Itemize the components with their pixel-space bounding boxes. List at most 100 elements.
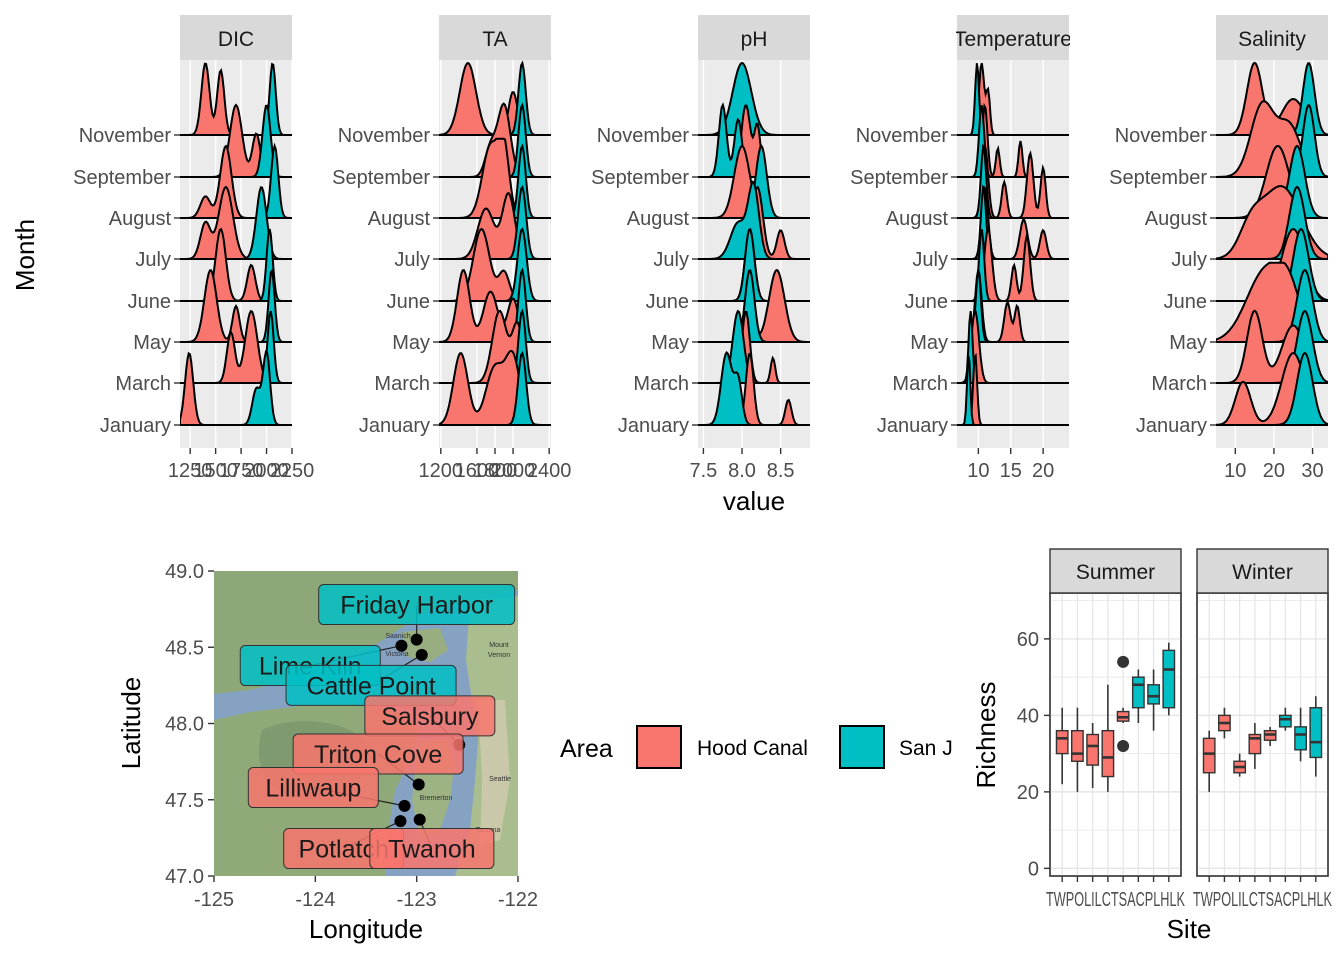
month-axis-title: Month — [10, 219, 40, 291]
site-point-triton-cove — [412, 778, 425, 791]
month-label-ta-may: May — [392, 332, 430, 354]
box-x-tick-labels-summer: TWPOLILCTSACPLHLK — [1046, 889, 1185, 911]
ridge-salinity-january-san-juan — [1216, 351, 1328, 426]
box-winter-7 — [1309, 707, 1323, 759]
month-label-salinity-june: June — [1164, 291, 1207, 313]
box-winter-5 — [1278, 714, 1292, 728]
box-outlier-summer-4-0 — [1117, 655, 1130, 668]
x-tick-label-salinity-2: 30 — [1301, 460, 1323, 482]
ridge-ph-november-san-juan — [698, 62, 810, 136]
ridge-temperature-january-san-juan — [957, 355, 1069, 426]
month-label-ph-november: November — [597, 125, 690, 147]
box-summer-1 — [1071, 729, 1084, 762]
month-label-temperature-september: September — [850, 167, 948, 189]
lon-tick-label-0: -125 — [194, 889, 234, 911]
lat-tick-label-2: 48.0 — [165, 714, 204, 736]
legend-title: Area — [560, 735, 613, 763]
month-label-ph-may: May — [651, 332, 689, 354]
month-label-salinity-march: March — [1151, 373, 1207, 395]
site-point-lilliwaup — [398, 799, 411, 812]
month-label-temperature-june: June — [905, 291, 948, 313]
lat-tick-label-0: 47.0 — [165, 866, 204, 888]
legend-label-hood-canal: Hood Canal — [697, 737, 808, 760]
ridge-temperature-november-san-juan — [957, 63, 1069, 136]
month-label-ta-march: March — [374, 373, 430, 395]
map-label-saanich: Saanich — [385, 633, 410, 640]
site-point-friday-harbor — [410, 633, 423, 646]
month-label-dic-may: May — [133, 332, 171, 354]
box-panel-winter — [1196, 592, 1329, 877]
x-tick-label-ph-0: 7.5 — [690, 460, 718, 482]
lat-tick-label-1: 47.5 — [165, 790, 204, 812]
site-label-triton-cove: Triton Cove — [314, 741, 442, 769]
month-label-temperature-august: August — [886, 208, 949, 230]
month-label-ph-june: June — [646, 291, 689, 313]
box-winter-3 — [1248, 733, 1262, 755]
month-label-salinity-september: September — [1109, 167, 1207, 189]
box-summer-7 — [1162, 649, 1176, 709]
ridge-ta-january-san-juan — [439, 350, 551, 426]
x-tick-label-ph-1: 8.0 — [728, 460, 756, 482]
month-label-ta-june: June — [387, 291, 430, 313]
lat-tick-label-3: 48.5 — [165, 637, 204, 659]
x-tick-label-salinity-1: 20 — [1263, 460, 1285, 482]
month-label-salinity-august: August — [1145, 208, 1208, 230]
site-point-lime-kiln — [395, 639, 408, 652]
strip-label-salinity: Salinity — [1238, 28, 1306, 51]
x-tick-label-ph-2: 8.5 — [767, 460, 795, 482]
month-label-ta-july: July — [394, 249, 430, 271]
x-tick-label-dic-2: 1750 — [219, 460, 264, 482]
ridge-facets: DIC January March May June July August Septembe… — [73, 15, 1328, 482]
month-label-dic-august: August — [109, 208, 172, 230]
site-map: Saanich Victoria Mount Vernon Bremerton … — [116, 561, 538, 944]
richness-tick-label-3: 60 — [1017, 629, 1039, 651]
month-label-temperature-july: July — [912, 249, 948, 271]
site-label-salsbury: Salsbury — [381, 703, 479, 731]
site-label-lilliwaup: Lilliwaup — [265, 775, 361, 803]
x-tick-label-temperature-1: 15 — [1000, 460, 1022, 482]
ridge-ph-june-san-juan — [698, 228, 810, 302]
month-label-ph-july: July — [653, 249, 689, 271]
site-point-cattle-point — [415, 648, 428, 661]
box-summer-0 — [1055, 729, 1069, 755]
site-label-box-twanoh — [369, 828, 495, 870]
box-winter-0 — [1202, 737, 1216, 774]
month-label-ph-january: January — [618, 415, 689, 437]
strip-salinity — [1216, 15, 1328, 60]
ridgeline-chart: Month value DIC January March May June July Au… — [10, 15, 1328, 516]
month-label-dic-september: September — [73, 167, 171, 189]
site-label-box-friday-harbor — [318, 584, 516, 626]
month-label-salinity-january: January — [1136, 415, 1207, 437]
box-summer-5 — [1131, 676, 1145, 709]
site-label-friday-harbor: Friday Harbor — [340, 592, 493, 620]
month-label-salinity-november: November — [1115, 125, 1208, 147]
site-point-twanoh — [413, 813, 426, 826]
month-label-dic-november: November — [79, 125, 172, 147]
legend-key-hood-canal — [636, 725, 682, 769]
ridge-dic-july-san-juan — [180, 186, 292, 260]
lon-tick-label-2: -123 — [397, 889, 437, 911]
month-label-temperature-january: January — [877, 415, 948, 437]
month-label-dic-june: June — [128, 291, 171, 313]
month-label-ta-august: August — [368, 208, 431, 230]
richness-tick-label-1: 20 — [1017, 782, 1039, 804]
month-label-ta-january: January — [359, 415, 430, 437]
strip-label-ph: pH — [741, 28, 768, 51]
strip-dic — [180, 15, 292, 60]
x-tick-label-salinity-0: 10 — [1224, 460, 1246, 482]
value-axis-title: value — [723, 486, 785, 516]
lon-tick-label-1: -124 — [295, 889, 335, 911]
box-strip-label-winter: Winter — [1232, 561, 1293, 584]
month-label-ph-march: March — [633, 373, 689, 395]
ridge-ph-january-san-juan — [698, 350, 810, 426]
ridge-dic-may-san-juan — [180, 268, 292, 343]
lon-tick-label-3: -122 — [498, 889, 538, 911]
x-tick-label-dic-4: 2250 — [270, 460, 315, 482]
x-tick-label-ta-1: 1600 — [455, 460, 500, 482]
legend-key-san-juan — [839, 725, 885, 769]
box-outlier-summer-4-1 — [1117, 739, 1130, 752]
site-axis-title: Site — [1167, 914, 1212, 944]
longitude-axis-title: Longitude — [309, 914, 423, 944]
x-tick-label-ta-4: 2400 — [527, 460, 572, 482]
month-label-ta-november: November — [338, 125, 431, 147]
